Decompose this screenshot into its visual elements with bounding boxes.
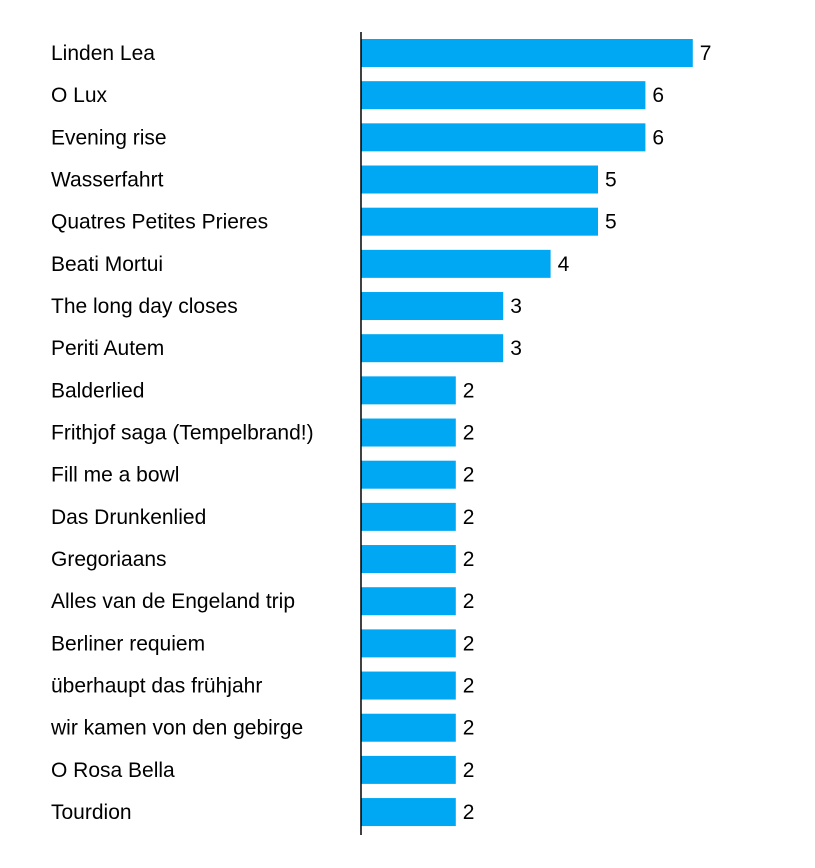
category-label: O Rosa Bella: [51, 759, 175, 782]
bar: [361, 502, 456, 531]
value-label: 2: [463, 675, 475, 698]
value-label: 2: [463, 422, 475, 445]
value-label: 2: [463, 548, 475, 571]
bar: [361, 334, 504, 363]
category-label: wir kamen von den gebirge: [50, 717, 303, 740]
category-label: Beati Mortui: [51, 253, 163, 276]
value-label: 2: [463, 759, 475, 782]
category-label: überhaupt das frühjahr: [51, 675, 262, 698]
bar: [361, 81, 646, 110]
value-label: 2: [463, 464, 475, 487]
category-label: Gregoriaans: [51, 548, 167, 571]
bar: [361, 39, 693, 67]
value-label: 2: [463, 590, 475, 613]
value-label: 6: [652, 84, 664, 107]
bar: [361, 460, 456, 489]
category-label: Tourdion: [51, 801, 132, 824]
bar: [361, 629, 456, 658]
bar: [361, 587, 456, 616]
value-label: 4: [558, 253, 570, 276]
category-label: Periti Autem: [51, 337, 164, 360]
bar: [361, 418, 456, 447]
value-label: 2: [463, 717, 475, 740]
category-label: Wasserfahrt: [51, 169, 164, 192]
bar: [361, 249, 551, 278]
value-label: 7: [700, 42, 712, 65]
category-label: Linden Lea: [51, 42, 155, 65]
category-label: Das Drunkenlied: [51, 506, 206, 529]
value-label: 5: [605, 211, 617, 234]
bar: [361, 207, 598, 236]
value-label: 2: [463, 379, 475, 402]
bar: [361, 713, 456, 742]
category-label: Quatres Petites Prieres: [51, 211, 268, 234]
bar: [361, 671, 456, 700]
value-label: 6: [652, 126, 664, 149]
category-label: Evening rise: [51, 126, 167, 149]
category-label: Fill me a bowl: [51, 464, 179, 487]
value-label: 3: [510, 337, 522, 360]
value-label: 2: [463, 801, 475, 824]
category-label: O Lux: [51, 84, 108, 107]
category-label: Frithjof saga (Tempelbrand!): [51, 422, 314, 445]
bar: [361, 545, 456, 574]
bar: [361, 798, 456, 827]
category-label: Berliner requiem: [51, 632, 205, 655]
bar: [361, 123, 646, 152]
category-label: The long day closes: [51, 295, 238, 318]
bar: [361, 165, 598, 194]
category-label: Alles van de Engeland trip: [51, 590, 295, 613]
bar: [361, 376, 456, 405]
category-label: Balderlied: [51, 379, 144, 402]
value-label: 3: [510, 295, 522, 318]
value-label: 2: [463, 506, 475, 529]
value-label: 2: [463, 632, 475, 655]
bar: [361, 755, 456, 784]
bar: [361, 292, 504, 321]
value-label: 5: [605, 169, 617, 192]
